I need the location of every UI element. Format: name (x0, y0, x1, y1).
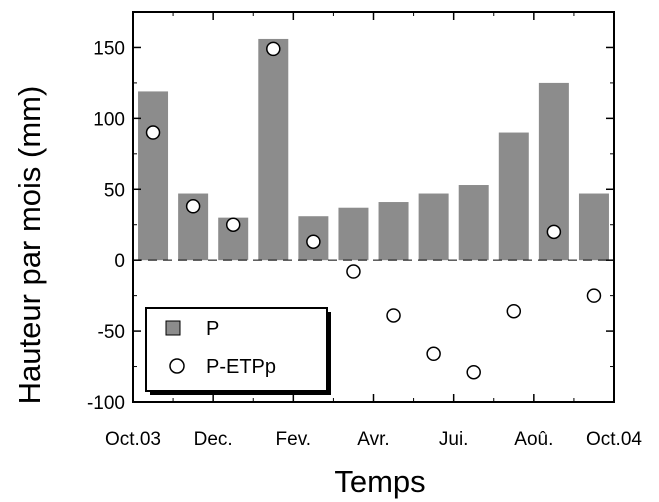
bar (418, 193, 449, 261)
data-point (145, 125, 161, 140)
bar (138, 91, 169, 261)
bar-series-p (138, 38, 609, 261)
x-tick-label: Oct.03 (105, 429, 161, 450)
bar (578, 193, 609, 261)
data-point (346, 264, 361, 279)
data-point (466, 364, 481, 380)
legend-label-p: P (206, 318, 219, 340)
y-tick-label: 0 (114, 251, 125, 272)
plot-area: -100 -50 0 50 100 150 Oct.03 Dec. Fev. Avr. Jui. A… (87, 11, 642, 450)
y-tick-label: 150 (93, 38, 125, 59)
y-tick-label: -50 (98, 322, 125, 343)
legend-marker-p-etpp (169, 358, 185, 374)
y-tick-label: 50 (104, 180, 125, 201)
bar (458, 185, 489, 261)
data-point (225, 217, 241, 232)
data-point (386, 308, 401, 323)
x-tick-label: Jui. (439, 429, 469, 450)
bar (498, 132, 529, 261)
data-point (306, 234, 321, 249)
point-series-p-etpp (145, 41, 602, 380)
data-point (546, 224, 562, 240)
data-point (426, 346, 441, 362)
x-axis-title: Temps (334, 464, 425, 499)
x-tick-label: Dec. (194, 429, 233, 450)
data-point (266, 41, 281, 57)
bar (258, 38, 289, 261)
x-tick-label: Fev. (276, 429, 312, 450)
x-axis-ticks: Oct.03 Dec. Fev. Avr. Jui. Aoû. Oct.04 (105, 12, 642, 450)
y-axis-title: Hauteur par mois (mm) (12, 86, 47, 405)
legend-box (145, 307, 328, 392)
data-point (185, 199, 201, 214)
legend-swatch-p (165, 320, 181, 336)
x-tick-label: Avr. (357, 429, 389, 450)
x-tick-label: Aoû. (514, 429, 553, 450)
legend-label-p-etpp: P-ETPp (206, 356, 276, 378)
x-tick-label: Oct.04 (586, 429, 642, 450)
data-point (586, 288, 602, 303)
legend: P P-ETPp (145, 307, 331, 395)
y-axis-ticks: -100 -50 0 50 100 150 (87, 11, 614, 414)
bar (338, 207, 369, 261)
bar (378, 202, 409, 261)
data-point (506, 303, 522, 319)
y-tick-label: -100 (87, 393, 125, 414)
y-tick-label: 100 (93, 109, 125, 130)
